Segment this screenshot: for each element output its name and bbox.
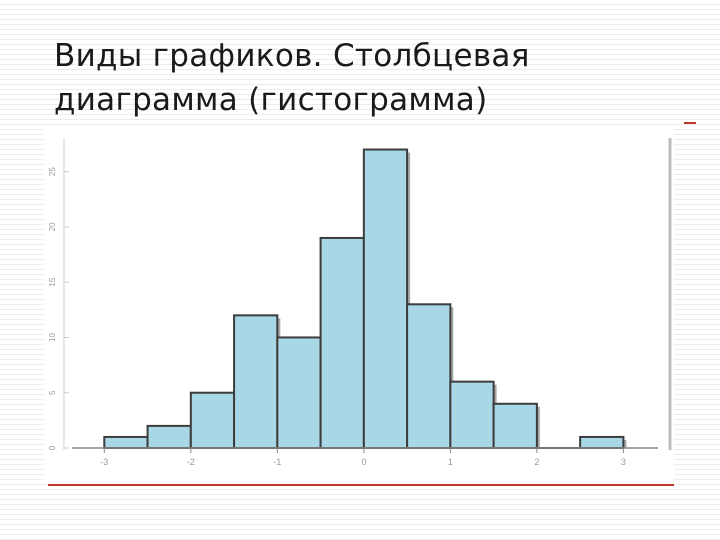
- histogram-bar: [406, 303, 452, 449]
- slide-title: Виды графиков. Столбцевая диаграмма (гис…: [54, 34, 614, 122]
- x-tick-label: -3: [100, 457, 108, 467]
- x-tick-label: 2: [534, 457, 539, 467]
- slide-title-line-1: Виды графиков. Столбцевая: [54, 38, 530, 74]
- x-tick-label: 1: [448, 457, 453, 467]
- histogram-bar: [189, 391, 236, 449]
- x-tick-label: -1: [273, 457, 281, 467]
- histogram-bar: [362, 148, 409, 449]
- y-tick-label: 25: [48, 167, 57, 176]
- y-tick-label: 5: [48, 390, 57, 395]
- histogram-bar: [319, 236, 365, 449]
- y-tick-label: 20: [48, 222, 57, 231]
- slide-title-line-2: диаграмма (гистограмма): [54, 82, 488, 118]
- y-tick-label: 0: [48, 445, 57, 450]
- histogram-bar: [233, 314, 279, 449]
- y-tick-label: 10: [48, 332, 57, 341]
- y-tick-label: 15: [48, 277, 57, 286]
- histogram-svg: -3-2-1012305101520250246810: [48, 138, 672, 467]
- bottom-rule: [48, 484, 674, 486]
- histogram-bar: [276, 336, 322, 449]
- histogram-bar: [579, 435, 625, 450]
- histogram-bar: [492, 402, 538, 450]
- x-tick-label: -2: [187, 457, 195, 467]
- x-tick-label: 0: [361, 457, 366, 467]
- histogram-bar: [103, 435, 149, 450]
- histogram-bar: [146, 424, 192, 449]
- x-tick-label: 3: [621, 457, 626, 467]
- accent-mark: [684, 122, 696, 124]
- histogram-bar: [449, 380, 495, 449]
- histogram-chart: -3-2-1012305101520250246810: [44, 128, 674, 480]
